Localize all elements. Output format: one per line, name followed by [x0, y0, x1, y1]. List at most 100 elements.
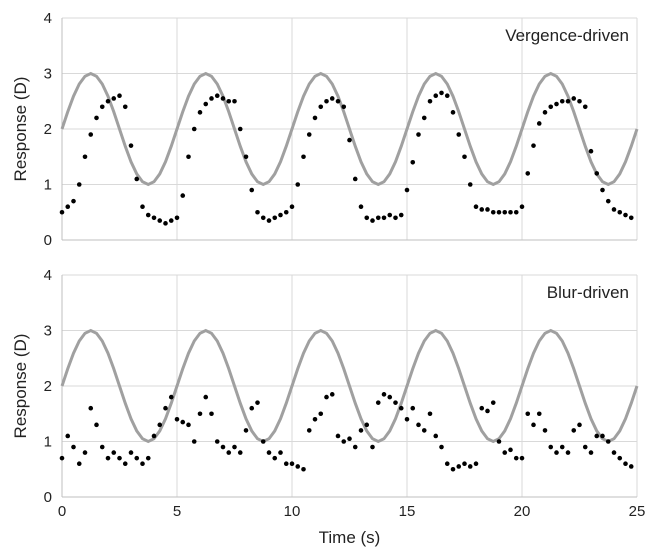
response-point	[65, 433, 71, 439]
response-point	[71, 444, 76, 450]
response-point	[226, 98, 232, 104]
response-point	[301, 154, 306, 160]
y-tick-label: 4	[44, 10, 52, 27]
response-point	[473, 204, 479, 209]
response-point	[347, 436, 352, 442]
response-point	[243, 428, 249, 433]
response-point	[237, 450, 243, 455]
response-point	[617, 209, 623, 215]
response-point	[536, 411, 542, 417]
response-point	[421, 428, 427, 433]
response-point	[513, 455, 519, 461]
response-point	[525, 411, 531, 417]
response-point	[186, 422, 191, 428]
response-point	[249, 187, 255, 193]
y-tick-label: 4	[44, 267, 52, 284]
response-point	[88, 132, 94, 137]
response-point	[111, 96, 117, 101]
response-point	[508, 209, 513, 215]
response-point	[260, 215, 266, 221]
response-point	[364, 215, 370, 221]
response-point	[594, 433, 600, 439]
response-point	[283, 209, 289, 215]
response-point	[617, 455, 623, 461]
response-point	[548, 444, 554, 450]
response-point	[99, 104, 105, 110]
response-point	[191, 126, 197, 132]
response-point	[197, 110, 203, 115]
response-point	[266, 450, 272, 455]
response-point	[467, 182, 473, 187]
response-point	[203, 101, 209, 107]
response-point	[358, 428, 364, 433]
y-tick-label: 1	[44, 177, 52, 194]
response-point	[623, 461, 628, 467]
response-point	[289, 461, 295, 467]
response-point	[347, 137, 352, 143]
response-point	[180, 419, 186, 425]
response-point	[59, 209, 65, 215]
response-point	[151, 215, 157, 221]
response-point	[531, 422, 536, 428]
response-point	[554, 450, 559, 455]
response-point	[243, 154, 249, 160]
response-point	[272, 455, 278, 461]
response-point	[611, 450, 617, 455]
response-point	[404, 417, 410, 422]
response-point	[168, 394, 174, 400]
response-point	[134, 455, 140, 461]
y-axis-label: Response (D)	[11, 77, 30, 182]
response-point	[266, 218, 272, 223]
response-point	[577, 98, 582, 104]
response-point	[416, 422, 421, 428]
response-point	[485, 207, 490, 212]
response-point	[387, 394, 393, 400]
response-point	[306, 132, 312, 137]
response-point	[571, 428, 577, 433]
sine-stimulus	[60, 328, 639, 444]
response-point	[145, 455, 151, 461]
response-point	[410, 160, 416, 165]
response-point	[456, 132, 462, 137]
x-tick-label: 25	[629, 503, 646, 520]
response-point	[312, 115, 318, 121]
response-point	[272, 215, 278, 221]
response-point	[134, 176, 140, 182]
response-point	[398, 212, 404, 218]
response-point	[462, 461, 467, 467]
response-point	[519, 455, 525, 461]
sine-stimulus	[60, 71, 639, 187]
response-point	[255, 400, 260, 405]
response-point	[513, 209, 519, 215]
response-point	[318, 104, 324, 110]
response-point	[157, 422, 163, 428]
response-point	[94, 115, 99, 121]
response-point	[82, 450, 88, 455]
response-point	[375, 215, 381, 221]
response-point	[226, 450, 232, 455]
response-point	[128, 450, 134, 455]
response-point	[548, 104, 554, 110]
response-point	[122, 104, 128, 110]
response-point	[232, 444, 237, 450]
response-point	[306, 428, 312, 433]
response-point	[508, 447, 513, 453]
response-point	[168, 218, 174, 223]
response-point	[536, 121, 542, 126]
response-point	[628, 215, 634, 221]
response-point	[128, 143, 134, 148]
annotation: Vergence-driven	[505, 26, 629, 45]
x-tick-label: 15	[399, 503, 416, 520]
response-point	[214, 439, 220, 444]
response-point	[260, 439, 266, 444]
response-point	[577, 422, 582, 428]
response-point	[255, 209, 260, 215]
response-point	[145, 212, 151, 218]
response-point	[341, 439, 347, 444]
response-point	[278, 212, 283, 218]
response-point	[220, 444, 226, 450]
response-point	[364, 422, 370, 428]
response-point	[554, 101, 559, 107]
response-point	[496, 209, 502, 215]
response-point	[479, 405, 485, 411]
